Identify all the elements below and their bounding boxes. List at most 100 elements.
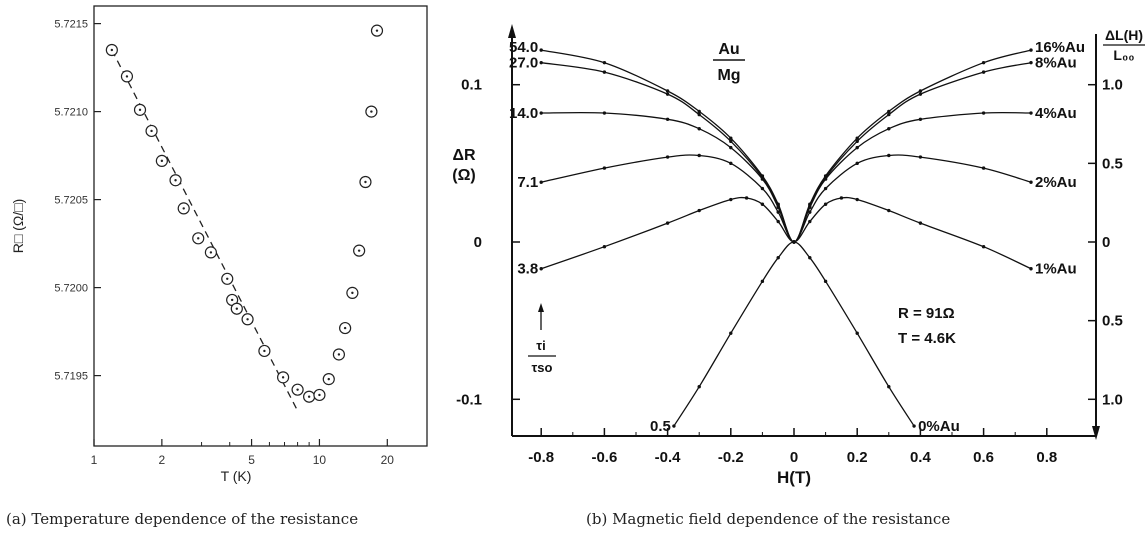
panel-b-data-point bbox=[729, 136, 733, 140]
panel-b-data-point bbox=[776, 210, 780, 214]
panel-a-data-point-center bbox=[364, 180, 367, 184]
panel-b-data-point bbox=[729, 197, 733, 202]
panel-b-data-point bbox=[918, 89, 923, 93]
panel-a-data-point-center bbox=[351, 291, 354, 295]
panel-b-data-point bbox=[981, 111, 986, 115]
panel-b-x-tick-label: 0.8 bbox=[1036, 449, 1057, 466]
panel-b-data-point bbox=[918, 155, 923, 159]
panel-b-ratio-numerator: τi bbox=[536, 338, 545, 353]
panel-b-left-axis-arrow bbox=[508, 24, 516, 38]
panel-b-au-label: 16%Au bbox=[1035, 39, 1085, 56]
panel-b-data-point bbox=[729, 161, 733, 166]
panel-b-data-point bbox=[760, 177, 765, 181]
panel-b-data-point bbox=[1029, 267, 1033, 271]
panel-a-x-axis-label: T (K) bbox=[221, 468, 252, 484]
panel-b-data-point bbox=[697, 112, 701, 117]
panel-b-data-point bbox=[665, 89, 670, 93]
panel-b-data-point bbox=[697, 153, 701, 158]
panel-b-data-point bbox=[918, 221, 923, 225]
panel-b-curve bbox=[541, 111, 1032, 243]
panel-b-system-denominator: Mg bbox=[717, 67, 740, 84]
panel-a-points bbox=[105, 24, 384, 403]
panel-b-data-point bbox=[744, 196, 749, 200]
panel-b-data-point bbox=[887, 112, 891, 117]
panel-a-x-tick-label: 20 bbox=[381, 453, 395, 467]
panel-b-right-y-tick-label: 1.0 bbox=[1102, 77, 1123, 94]
panel-a-x-tick-label: 2 bbox=[159, 453, 166, 467]
panel-b-data-point bbox=[697, 127, 701, 131]
panel-b-data-point bbox=[729, 139, 733, 144]
panel-b-data-point bbox=[602, 166, 607, 170]
panel-b-data-point bbox=[729, 331, 733, 335]
panel-a-frame bbox=[93, 5, 428, 447]
panel-a-data-point-center bbox=[357, 249, 361, 252]
panel-b-system-numerator: Au bbox=[718, 41, 739, 58]
panel-b-right-y-tick-label: 0.5 bbox=[1102, 155, 1123, 172]
panel-b-data-point bbox=[665, 117, 670, 122]
panel-b-data-point bbox=[602, 60, 607, 65]
panel-a-data-point-center bbox=[307, 395, 311, 398]
panel-a-data-point-center bbox=[125, 75, 129, 78]
panel-b-data-point bbox=[665, 221, 670, 225]
panel-b-curves bbox=[539, 48, 1033, 428]
panel-b-data-point bbox=[855, 145, 859, 150]
panel-b-data-point bbox=[808, 219, 812, 224]
panel-b-data-point bbox=[539, 60, 543, 65]
panel-b-right-y-tick-label: 1.0 bbox=[1102, 391, 1123, 408]
panel-b-data-point bbox=[697, 109, 701, 114]
panel-b-curve bbox=[673, 241, 915, 427]
panel-b-data-point bbox=[887, 127, 891, 131]
panel-b-left-y-tick-label: -0.1 bbox=[456, 391, 482, 408]
panel-b-ratio-label: 0.5 bbox=[650, 418, 671, 435]
panel-b-x-tick-label: -0.8 bbox=[528, 449, 554, 466]
panel-b-right-ylabel-numerator: ΔL(H) bbox=[1105, 27, 1143, 43]
panel-b-data-point bbox=[602, 245, 607, 249]
panel-b-data-point bbox=[539, 267, 543, 271]
panel-a-data-point-center bbox=[296, 388, 299, 391]
panel-b-data-point bbox=[855, 197, 859, 202]
panel-a-temperature-plot: 1 2 5 10 20 5.7195 5.7200 5.7205 5.7210 5.7215 T… bbox=[10, 5, 428, 484]
panel-a-data-point-center bbox=[226, 277, 229, 280]
panel-b-param-resistance: R = 91Ω bbox=[898, 305, 955, 322]
panel-b-ratio-label: 54.0 bbox=[509, 39, 538, 56]
panel-b-x-tick-label: 0.2 bbox=[847, 449, 868, 466]
panel-a-data-point-center bbox=[138, 108, 142, 112]
panel-b-param-temperature: T = 4.6K bbox=[898, 330, 956, 347]
panel-a-y-tick-label: 5.7200 bbox=[54, 283, 88, 295]
panel-b-data-point bbox=[887, 153, 891, 158]
panel-a-x-tick-label: 10 bbox=[313, 453, 327, 467]
panel-a-y-tick-label: 5.7215 bbox=[54, 19, 88, 31]
panel-b-data-point bbox=[1029, 111, 1033, 115]
panel-b-data-point bbox=[855, 331, 859, 335]
panel-b-data-point bbox=[823, 279, 828, 284]
panel-a-x-tick-label: 5 bbox=[248, 453, 255, 467]
panel-a-x-tick-label: 1 bbox=[91, 453, 98, 467]
panel-b-data-point bbox=[697, 208, 701, 213]
panel-a-y-tick-label: 5.7210 bbox=[54, 107, 88, 119]
panel-b-data-point bbox=[808, 205, 812, 210]
panel-a-data-point-center bbox=[263, 349, 266, 353]
panel-b-y-ticks: 0.1 0 -0.1 1.0 0.5 0 0.5 1.0 bbox=[456, 77, 1123, 409]
caption-b: (b) Magnetic field dependence of the res… bbox=[586, 510, 951, 528]
panel-b-data-point bbox=[776, 256, 780, 260]
panel-a-y-axis-label: R□ (Ω/□) bbox=[10, 199, 26, 254]
panel-b-data-point bbox=[918, 92, 923, 96]
panel-b-right-y-tick-label: 0 bbox=[1102, 234, 1110, 251]
panel-b-au-label: 1%Au bbox=[1035, 261, 1077, 278]
panel-b-data-point bbox=[823, 202, 828, 206]
panel-a-data-point-center bbox=[209, 251, 213, 254]
panel-b-data-point bbox=[808, 256, 812, 260]
panel-a-data-point-center bbox=[230, 298, 234, 302]
panel-a-data-point-center bbox=[160, 159, 164, 163]
panel-b-left-y-tick-label: 0 bbox=[474, 234, 482, 251]
panel-b-curve bbox=[541, 49, 1032, 243]
panel-a-data-point-center bbox=[281, 376, 285, 379]
panel-b-data-point bbox=[776, 219, 780, 224]
panel-b-data-point bbox=[602, 111, 607, 115]
panel-a-data-point-center bbox=[318, 393, 321, 397]
panel-b-ratio-arrowhead bbox=[538, 303, 544, 312]
panel-b-ratio-denominator: τso bbox=[532, 360, 553, 375]
panel-a-y-tick-label: 5.7195 bbox=[54, 371, 88, 383]
panel-b-au-label: 4%Au bbox=[1035, 105, 1077, 122]
panel-a-y-ticks: 5.7195 5.7200 5.7205 5.7210 5.7215 bbox=[54, 19, 101, 383]
